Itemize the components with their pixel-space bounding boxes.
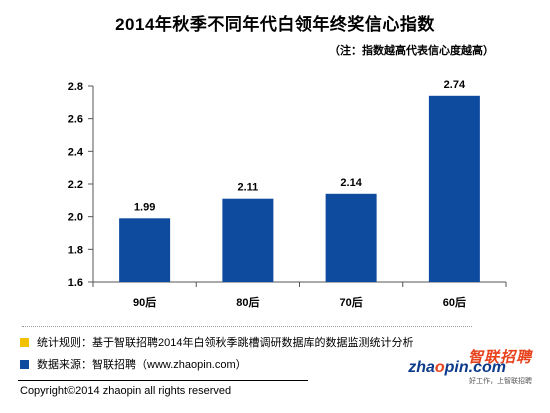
logo-tagline: 好工作，上智联招聘 bbox=[469, 378, 532, 385]
zhaopin-logo: 智联招聘 zhaopin.com 好工作，上智联招聘 bbox=[402, 346, 532, 386]
logo-en: zhaopin.com bbox=[408, 359, 506, 377]
chart-note: （注：指数越高代表信心度越高） bbox=[329, 45, 494, 57]
logo-en-suffix: pin.com bbox=[444, 359, 506, 376]
logo-en-prefix: zha bbox=[408, 359, 435, 376]
bar bbox=[325, 193, 377, 282]
chart-title: 2014年秋季不同年代白领年终奖信心指数 bbox=[115, 15, 435, 34]
y-tick-label: 2.0 bbox=[68, 212, 83, 224]
logo-en-o: o bbox=[434, 359, 445, 376]
bar bbox=[428, 95, 480, 282]
logo-cn: 智联招聘 bbox=[467, 349, 532, 366]
legend-text-rule: 统计规则：基于智联招聘2014年白领秋季跳槽调研数据库的数据监测统计分析 bbox=[37, 337, 414, 349]
bar bbox=[119, 218, 171, 282]
y-tick-label: 2.4 bbox=[68, 146, 84, 158]
bar-value-label: 2.74 bbox=[444, 79, 466, 91]
bar bbox=[222, 198, 274, 282]
legend-swatch-blue bbox=[20, 359, 29, 369]
footer-divider bbox=[22, 326, 472, 327]
x-tick-label: 90后 bbox=[133, 295, 156, 309]
legend-text-source: 数据来源：智联招聘（www.zhaopin.com） bbox=[37, 359, 247, 371]
x-tick-label: 70后 bbox=[340, 295, 363, 309]
chart-labels: 1.99 90后 2.11 80后 2.14 70后 2.74 60后 bbox=[133, 79, 466, 309]
bar-value-label: 2.11 bbox=[237, 182, 258, 194]
x-tick-label: 80后 bbox=[236, 295, 259, 309]
y-tick-label: 2.6 bbox=[68, 114, 83, 126]
copyright-rule bbox=[18, 380, 308, 381]
y-tick-label: 2.2 bbox=[68, 179, 83, 191]
x-tick-label: 60后 bbox=[443, 295, 466, 309]
bar-value-label: 2.14 bbox=[340, 177, 362, 189]
legend-swatch-yellow bbox=[20, 337, 29, 347]
y-tick-label: 2.8 bbox=[68, 81, 83, 93]
bar-chart: 1.6 1.8 2.0 2.2 2.4 2.6 2.8 1.99 90后 2.11 80后 2.14… bbox=[68, 79, 507, 309]
legend-item-rule: 统计规则：基于智联招聘2014年白领秋季跳槽调研数据库的数据监测统计分析 bbox=[20, 334, 413, 350]
legend-item-source: 数据来源：智联招聘（www.zhaopin.com） bbox=[20, 356, 247, 372]
y-tick-label: 1.8 bbox=[68, 244, 83, 256]
copyright-text: Copyright©2014 zhaopin all rights reserv… bbox=[20, 385, 232, 397]
y-tick-label: 1.6 bbox=[68, 277, 83, 289]
chart-bars bbox=[119, 95, 480, 282]
bar-value-label: 1.99 bbox=[134, 201, 155, 213]
